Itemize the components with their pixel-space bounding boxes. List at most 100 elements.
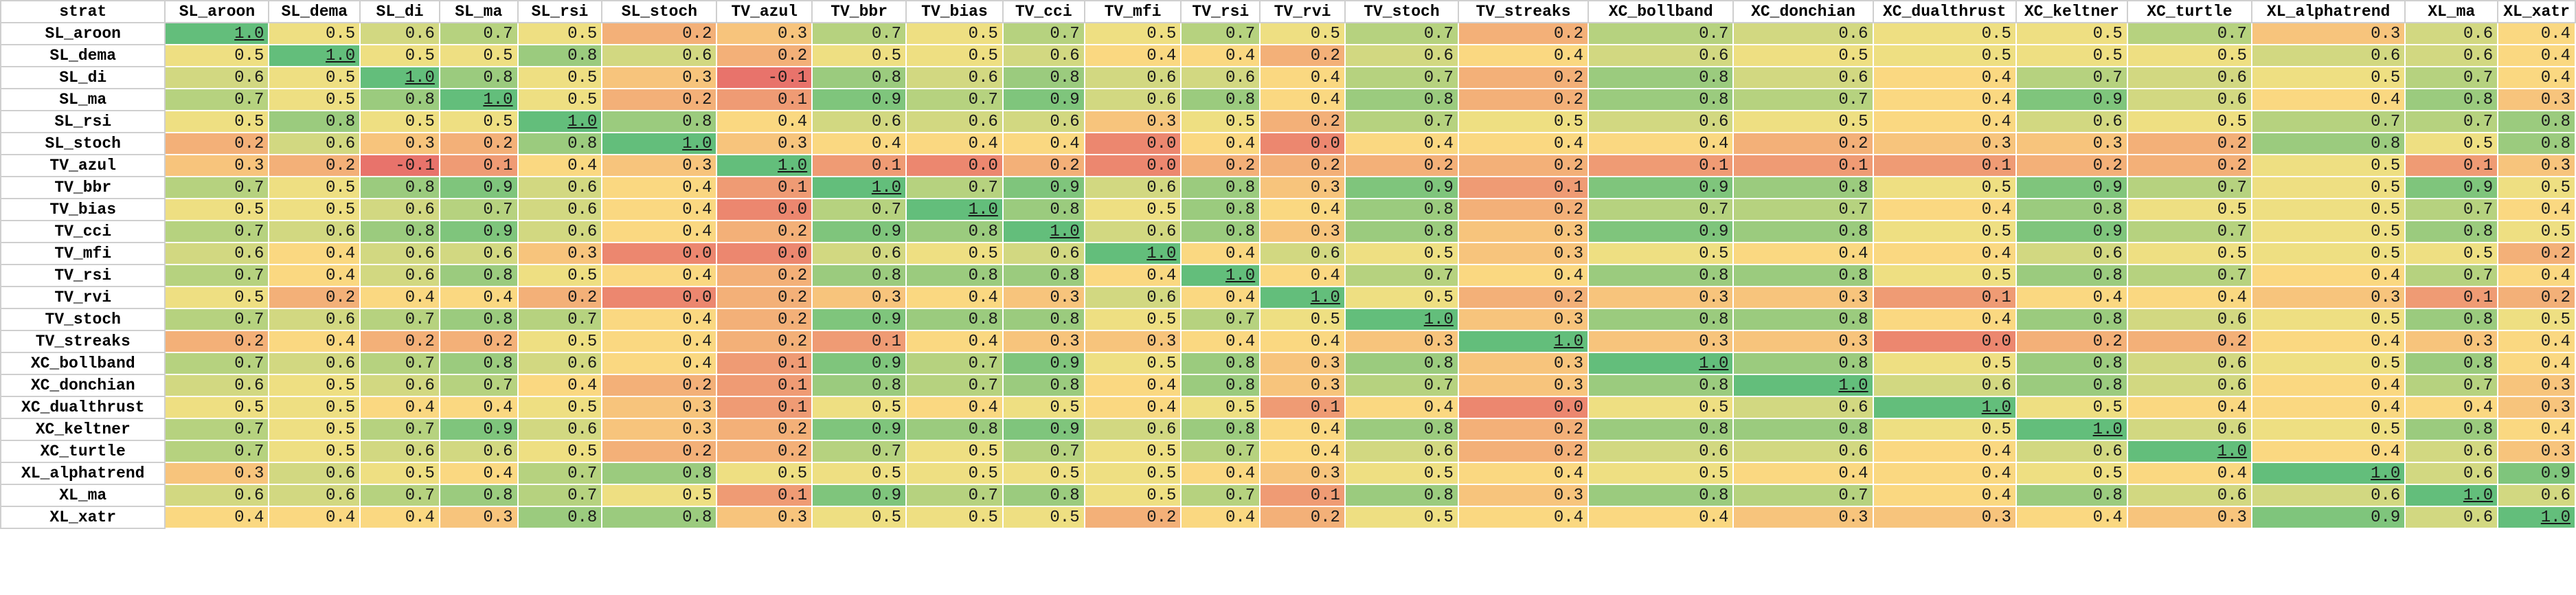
correlation-cell[interactable]: 0.5 — [905, 462, 1004, 485]
correlation-cell[interactable]: 0.6 — [268, 220, 361, 243]
correlation-cell[interactable]: 0.4 — [2497, 264, 2576, 287]
correlation-cell[interactable]: 0.3 — [2497, 88, 2576, 111]
correlation-cell[interactable]: 0.6 — [1732, 440, 1874, 463]
correlation-cell[interactable]: 0.8 — [438, 484, 519, 507]
correlation-cell[interactable]: 0.4 — [2497, 330, 2576, 353]
correlation-cell[interactable]: 0.2 — [1457, 22, 1590, 45]
correlation-cell[interactable]: 0.5 — [2250, 220, 2406, 243]
correlation-cell[interactable]: 0.5 — [517, 88, 603, 111]
correlation-cell[interactable]: 0.8 — [2404, 88, 2499, 111]
correlation-cell[interactable]: 0.8 — [601, 110, 718, 133]
correlation-cell[interactable]: 0.5 — [517, 440, 603, 463]
correlation-cell[interactable]: 0.4 — [601, 330, 718, 353]
column-header[interactable]: XC_turtle — [2126, 0, 2252, 23]
correlation-cell[interactable]: 0.0 — [716, 242, 813, 265]
correlation-cell[interactable]: 0.4 — [1259, 88, 1346, 111]
correlation-cell[interactable]: 0.5 — [1588, 242, 1735, 265]
correlation-cell[interactable]: 0.7 — [2404, 66, 2499, 89]
correlation-cell[interactable]: 0.8 — [1732, 418, 1874, 441]
correlation-cell[interactable]: 0.4 — [905, 132, 1004, 155]
correlation-cell[interactable]: 0.1 — [811, 154, 907, 177]
correlation-cell[interactable]: 0.1 — [1457, 176, 1590, 199]
correlation-cell[interactable]: 0.4 — [1872, 308, 2017, 331]
correlation-cell[interactable]: 0.6 — [517, 418, 603, 441]
correlation-cell[interactable]: 0.5 — [1083, 352, 1182, 375]
correlation-cell[interactable]: -0.1 — [716, 66, 813, 89]
correlation-cell[interactable]: 0.5 — [601, 484, 718, 507]
correlation-cell[interactable]: 0.6 — [359, 440, 440, 463]
correlation-cell[interactable]: 1.0 — [438, 88, 519, 111]
row-header[interactable]: TV_bbr — [0, 176, 166, 199]
correlation-cell[interactable]: 0.5 — [1259, 308, 1346, 331]
correlation-cell[interactable]: 0.8 — [517, 44, 603, 67]
correlation-cell[interactable]: 0.2 — [1732, 132, 1874, 155]
correlation-cell[interactable]: 0.0 — [601, 286, 718, 309]
correlation-cell[interactable]: 0.5 — [1588, 462, 1735, 485]
correlation-cell[interactable]: 0.8 — [2015, 352, 2128, 375]
correlation-cell[interactable]: 0.8 — [438, 66, 519, 89]
correlation-cell[interactable]: 0.7 — [164, 264, 270, 287]
correlation-cell[interactable]: 0.4 — [2250, 396, 2406, 419]
correlation-cell[interactable]: 0.5 — [1344, 462, 1459, 485]
correlation-cell[interactable]: 0.1 — [716, 352, 813, 375]
correlation-cell[interactable]: 0.2 — [601, 22, 718, 45]
correlation-cell[interactable]: 0.3 — [359, 132, 440, 155]
correlation-cell[interactable]: 0.7 — [1002, 440, 1085, 463]
correlation-cell[interactable]: 0.5 — [268, 198, 361, 221]
row-header[interactable]: TV_mfi — [0, 242, 166, 265]
correlation-cell[interactable]: 0.6 — [2497, 484, 2576, 507]
correlation-cell[interactable]: 0.3 — [1872, 506, 2017, 529]
correlation-cell[interactable]: 0.5 — [905, 242, 1004, 265]
correlation-cell[interactable]: 0.6 — [2126, 308, 2252, 331]
correlation-cell[interactable]: 0.2 — [716, 220, 813, 243]
correlation-cell[interactable]: 0.1 — [811, 330, 907, 353]
correlation-cell[interactable]: 1.0 — [1259, 286, 1346, 309]
correlation-cell[interactable]: 0.2 — [1457, 66, 1590, 89]
correlation-cell[interactable]: 0.5 — [517, 396, 603, 419]
correlation-cell[interactable]: 0.7 — [164, 352, 270, 375]
correlation-cell[interactable]: 1.0 — [1344, 308, 1459, 331]
correlation-cell[interactable]: 0.5 — [1872, 44, 2017, 67]
correlation-cell[interactable]: 0.1 — [1732, 154, 1874, 177]
row-header[interactable]: SL_stoch — [0, 132, 166, 155]
correlation-cell[interactable]: 0.3 — [1083, 110, 1182, 133]
correlation-cell[interactable]: 0.4 — [438, 396, 519, 419]
correlation-cell[interactable]: 0.7 — [1344, 66, 1459, 89]
correlation-cell[interactable]: 0.8 — [1002, 264, 1085, 287]
correlation-cell[interactable]: 0.6 — [1588, 110, 1735, 133]
correlation-cell[interactable]: 0.7 — [1732, 198, 1874, 221]
correlation-cell[interactable]: 0.8 — [2015, 484, 2128, 507]
correlation-cell[interactable]: 0.6 — [1083, 220, 1182, 243]
correlation-cell[interactable]: 0.8 — [1180, 352, 1261, 375]
correlation-cell[interactable]: 0.7 — [359, 418, 440, 441]
correlation-cell[interactable]: 0.3 — [1457, 484, 1590, 507]
correlation-cell[interactable]: 0.4 — [601, 198, 718, 221]
correlation-cell[interactable]: 0.3 — [1259, 462, 1346, 485]
column-header[interactable]: TV_cci — [1002, 0, 1085, 23]
correlation-cell[interactable]: 0.6 — [359, 264, 440, 287]
row-header[interactable]: SL_rsi — [0, 110, 166, 133]
column-header[interactable]: TV_rsi — [1180, 0, 1261, 23]
column-header[interactable]: SL_ma — [438, 0, 519, 23]
correlation-cell[interactable]: 0.8 — [438, 352, 519, 375]
correlation-cell[interactable]: 0.5 — [2250, 66, 2406, 89]
correlation-cell[interactable]: 0.3 — [716, 22, 813, 45]
correlation-cell[interactable]: 0.8 — [1344, 198, 1459, 221]
correlation-cell[interactable]: 0.5 — [1872, 22, 2017, 45]
correlation-cell[interactable]: 0.5 — [1872, 220, 2017, 243]
correlation-cell[interactable]: 0.5 — [905, 44, 1004, 67]
correlation-cell[interactable]: 0.8 — [1180, 374, 1261, 397]
row-header[interactable]: XC_keltner — [0, 418, 166, 441]
correlation-cell[interactable]: 0.7 — [811, 22, 907, 45]
correlation-cell[interactable]: 0.5 — [2404, 132, 2499, 155]
row-header[interactable]: TV_rsi — [0, 264, 166, 287]
correlation-cell[interactable]: 0.0 — [905, 154, 1004, 177]
correlation-cell[interactable]: 0.6 — [811, 110, 907, 133]
correlation-cell[interactable]: 1.0 — [517, 110, 603, 133]
correlation-cell[interactable]: 0.8 — [359, 220, 440, 243]
correlation-cell[interactable]: 0.6 — [517, 352, 603, 375]
row-header[interactable]: XC_donchian — [0, 374, 166, 397]
correlation-cell[interactable]: 0.7 — [2015, 66, 2128, 89]
correlation-cell[interactable]: 0.2 — [716, 330, 813, 353]
correlation-cell[interactable]: 0.5 — [1083, 198, 1182, 221]
